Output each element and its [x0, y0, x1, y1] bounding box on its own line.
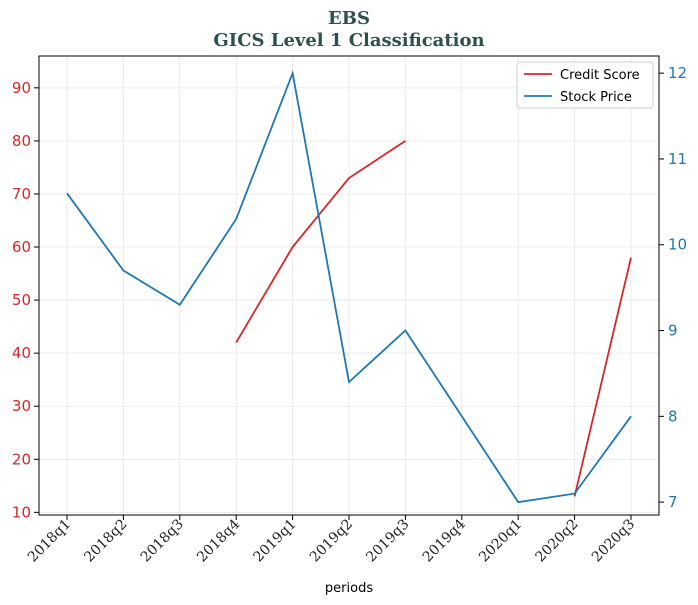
- legend: Credit Score Stock Price: [516, 61, 654, 109]
- left-y-tick-label: 30: [12, 397, 31, 415]
- right-y-tick-label: 10: [668, 236, 687, 254]
- left-y-axis: 10 20 30 40 50 60 70 80 90: [12, 79, 39, 521]
- x-tick-label: 2019q4: [420, 516, 469, 565]
- x-tick-label: 2018q4: [194, 516, 243, 565]
- x-tick-label: 2020q3: [589, 516, 638, 565]
- left-y-tick-label: 10: [12, 503, 31, 521]
- chart-title-line-2: GICS Level 1 Classification: [213, 30, 484, 51]
- right-y-tick-label: 7: [668, 493, 678, 511]
- x-tick-label: 2020q1: [476, 516, 525, 565]
- right-y-tick-label: 8: [668, 407, 678, 425]
- left-y-tick-label: 40: [12, 344, 31, 362]
- right-y-tick-label: 11: [668, 150, 687, 168]
- chart-title-line-1: EBS: [328, 8, 370, 29]
- series-lines: [66, 69, 632, 504]
- x-tick-label: 2019q2: [307, 516, 356, 565]
- x-axis-label: periods: [325, 581, 373, 596]
- x-tick-label: 2019q3: [363, 516, 412, 565]
- right-y-tick-label: 12: [668, 64, 687, 82]
- x-tick-label: 2018q1: [25, 516, 74, 565]
- left-y-tick-label: 20: [12, 450, 31, 468]
- left-y-tick-label: 60: [12, 238, 31, 256]
- legend-label: Stock Price: [560, 90, 632, 105]
- series-line-stock-price: [66, 69, 632, 504]
- left-y-tick-label: 90: [12, 79, 31, 97]
- left-y-tick-label: 50: [12, 291, 31, 309]
- legend-label: Credit Score: [560, 68, 640, 83]
- x-tick-label: 2020q2: [533, 516, 582, 565]
- series-line-credit-score: [573, 257, 632, 497]
- grid: [39, 56, 659, 515]
- x-tick-label: 2018q2: [81, 516, 130, 565]
- left-y-tick-label: 70: [12, 185, 31, 203]
- right-y-axis: 7 8 9 10 11 12: [659, 64, 687, 511]
- x-axis: 2018q1 2018q2 2018q3 2018q4 2019q1 2019q2 2019…: [25, 515, 638, 565]
- x-tick-label: 2018q3: [138, 516, 187, 565]
- x-tick-label: 2019q1: [251, 516, 300, 565]
- series-line-credit-score: [235, 140, 406, 343]
- left-y-tick-label: 80: [12, 132, 31, 150]
- right-y-tick-label: 9: [668, 322, 678, 340]
